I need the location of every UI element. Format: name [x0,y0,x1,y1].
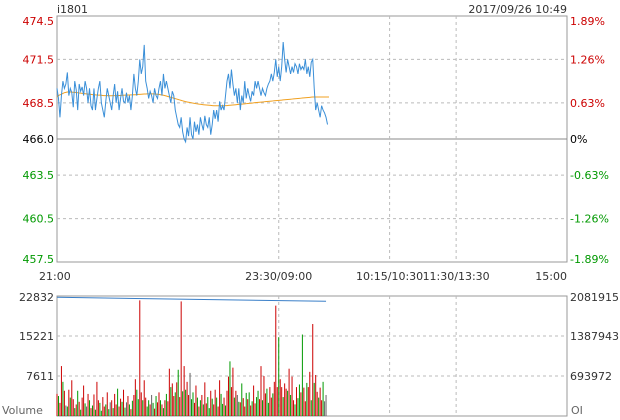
percent-tick-label: 0% [570,133,587,146]
oi-tick-label: 1387943 [570,330,619,343]
price-tick-label: 460.5 [23,213,55,226]
time-tick-label: 15:00 [535,270,567,283]
percent-tick-label: 1.26% [570,53,605,66]
oi-tick-label: 2081915 [570,291,619,304]
volume-axis-label: Volume [2,404,43,417]
open-interest-line [56,296,327,302]
price-tick-label: 463.5 [23,169,55,182]
time-tick-label: 23:30/09:00 [245,270,312,283]
price-tick-label: 474.5 [23,15,55,28]
percent-axis: 1.89% 1.26% 0.63% 0% -0.63% -1.26% -1.89% [570,15,609,266]
volume-tick-label: 7611 [26,370,54,383]
volume-bars [56,300,327,416]
open-interest-axis: 2081915 1387943 693972 [570,291,619,383]
percent-tick-label: -1.89% [570,253,609,266]
time-axis: 21:00 23:30/09:00 10:15/10:30 11:30/13:30 15… [39,270,567,283]
symbol-label: i1801 [57,3,88,16]
volume-axis: 22832 15221 7611 [19,291,54,383]
time-tick-label: 21:00 [39,270,71,283]
volume-tick-label: 22832 [19,291,54,304]
price-tick-label: 471.5 [23,53,55,66]
percent-tick-label: -1.26% [570,213,609,226]
price-axis: 474.5 471.5 468.5 466.0 463.5 460.5 457.5 [23,15,55,266]
volume-panel-frame [56,295,568,417]
price-grid [56,15,568,263]
average-price-line [56,91,329,107]
percent-tick-label: 1.89% [570,15,605,28]
time-tick-label: 11:30/13:30 [423,270,490,283]
time-tick-label: 10:15/10:30 [356,270,423,283]
percent-tick-label: 0.63% [570,97,605,110]
datetime-label: 2017/09/26 10:49 [468,3,567,16]
oi-tick-label: 693972 [570,370,612,383]
price-tick-label: 466.0 [23,133,55,146]
volume-tick-label: 15221 [19,330,54,343]
price-tick-label: 457.5 [23,253,55,266]
percent-tick-label: -0.63% [570,169,609,182]
price-tick-label: 468.5 [23,97,55,110]
price-line [56,42,329,144]
oi-axis-label: OI [571,404,583,417]
